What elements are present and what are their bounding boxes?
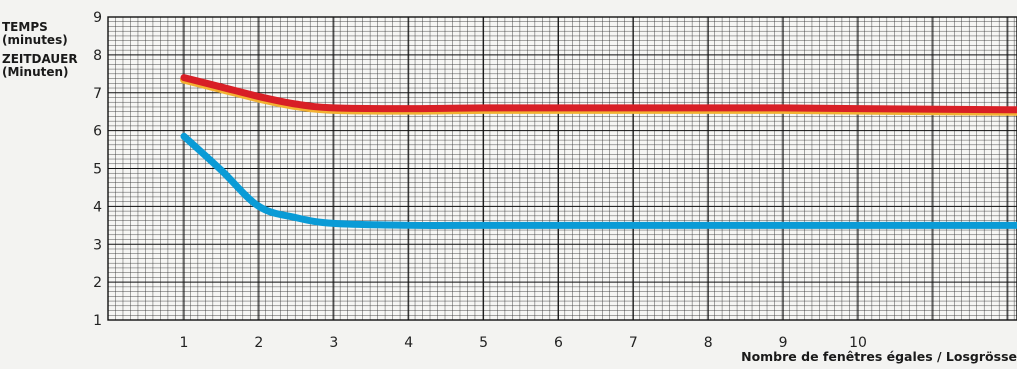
y-tick-label: 7 <box>93 86 102 102</box>
y-axis-label-line: TEMPS <box>2 20 48 34</box>
x-tick-label: 2 <box>254 335 263 351</box>
y-axis-label-line: ZEITDAUER <box>2 52 78 66</box>
series-line-blue <box>180 132 1017 229</box>
x-tick-label: 1 <box>180 335 189 351</box>
y-tick-label: 6 <box>93 124 102 140</box>
x-axis-label: Nombre de fenêtres égales / Losgrösse <box>741 349 1017 364</box>
y-tick-label: 3 <box>93 237 102 253</box>
series-line-red <box>180 74 1017 114</box>
y-tick-label: 4 <box>93 199 102 215</box>
y-axis-label: TEMPS (minutes) ZEITDAUER (Minuten) <box>2 21 78 79</box>
y-axis-label-line: (minutes) <box>2 33 68 47</box>
x-tick-label: 3 <box>329 335 338 351</box>
y-axis-label-line: (Minuten) <box>2 65 69 79</box>
x-tick-label: 5 <box>479 335 488 351</box>
y-tick-label: 8 <box>93 48 102 64</box>
x-tick-label: 6 <box>554 335 563 351</box>
x-tick-label: 7 <box>629 335 638 351</box>
plot-border <box>107 16 1017 321</box>
x-tick-label: 4 <box>404 335 413 351</box>
y-tick-label: 5 <box>93 162 102 178</box>
x-tick-label: 8 <box>704 335 713 351</box>
y-tick-label: 1 <box>93 313 102 329</box>
x-tick-label: 9 <box>779 335 788 351</box>
x-tick-label: 10 <box>849 335 867 351</box>
y-tick-label: 9 <box>93 10 102 26</box>
y-tick-label: 2 <box>93 275 102 291</box>
